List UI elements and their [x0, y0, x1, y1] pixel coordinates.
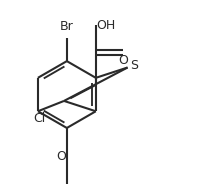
Text: Br: Br	[60, 19, 74, 32]
Text: O: O	[56, 150, 66, 163]
Text: O: O	[118, 54, 128, 67]
Text: OH: OH	[97, 19, 116, 32]
Text: Cl: Cl	[34, 112, 46, 125]
Text: S: S	[130, 59, 138, 72]
